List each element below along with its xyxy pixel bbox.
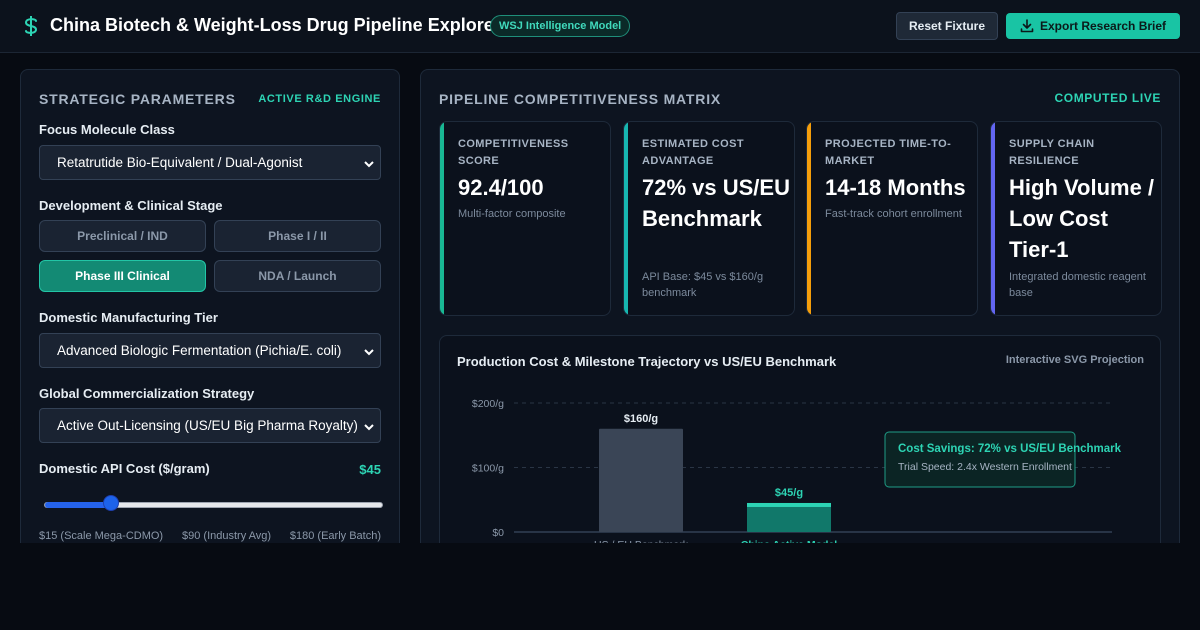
y-tick-label: $0: [492, 527, 504, 539]
bar-value-label: $160/g: [624, 413, 658, 425]
metric-card-cost-advantage: Estimated Cost Advantage 72% vs US/EU Be…: [623, 121, 795, 316]
top-bar: China Biotech & Weight-Loss Drug Pipelin…: [0, 0, 1200, 53]
stage-phase-1-2-button[interactable]: Phase I / II: [214, 220, 381, 252]
chart-title: Production Cost & Milestone Trajectory v…: [457, 354, 837, 369]
bar: [747, 502, 831, 532]
card-value: 14-18 Months: [825, 175, 966, 200]
card-value: High Volume / Low Cost Tier-1: [1009, 175, 1155, 262]
export-button[interactable]: Export Research Brief: [1006, 13, 1180, 39]
download-icon: [1020, 19, 1034, 33]
stage-label: Development & Clinical Stage: [39, 198, 223, 213]
slider-mid-label: $90 (Industry Avg): [182, 530, 272, 542]
api-cost-slider-track[interactable]: [44, 502, 383, 508]
page-footer-area: [0, 543, 1200, 630]
y-tick-label: $200/g: [472, 398, 504, 410]
cost-trajectory-chart: Production Cost & Milestone Trajectory v…: [439, 335, 1161, 575]
stage-preclinical-button[interactable]: Preclinical / IND: [39, 220, 206, 252]
export-button-label: Export Research Brief: [1040, 19, 1167, 33]
card-subtext: API Base: $45 vs $160/g benchmark: [642, 271, 764, 299]
card-accent-bar: [624, 122, 628, 315]
card-accent-bar: [991, 122, 995, 315]
metric-card-score: Competitiveness Score 92.4/100 Multi-fac…: [439, 121, 611, 316]
strategy-label: Global Commercialization Strategy: [39, 386, 255, 401]
strategy-select[interactable]: Active Out-Licensing (US/EU Big Pharma R…: [39, 408, 381, 443]
dollar-icon: [24, 16, 38, 36]
cost-savings-callout: [884, 431, 1076, 488]
callout-title: Cost Savings: 72% vs US/EU Benchmark: [898, 443, 1122, 455]
manufacturing-label: Domestic Manufacturing Tier: [39, 310, 218, 325]
competitiveness-matrix-panel: PIPELINE COMPETITIVENESS MATRIX COMPUTED…: [420, 69, 1180, 575]
panel-title: STRATEGIC PARAMETERS: [39, 91, 236, 107]
card-subtext: Fast-track cohort enrollment: [825, 208, 962, 220]
bar-top-highlight: [747, 502, 831, 507]
api-cost-value: $45: [359, 462, 381, 477]
card-value: 72% vs US/EU Benchmark: [642, 175, 790, 231]
chart-mode-tag: Interactive SVG Projection: [1005, 354, 1144, 366]
api-cost-label: Domestic API Cost ($/gram): [39, 461, 210, 476]
card-accent-bar: [440, 122, 444, 315]
reset-button[interactable]: Reset Fixture: [896, 12, 998, 40]
molecule-label: Focus Molecule Class: [39, 122, 175, 137]
chevron-down-icon: [364, 424, 374, 431]
engine-status-tag: ACTIVE R&D ENGINE: [258, 93, 381, 105]
api-cost-slider-thumb[interactable]: [102, 495, 119, 511]
app-title: China Biotech & Weight-Loss Drug Pipelin…: [50, 15, 501, 35]
y-tick-label: $100/g: [472, 463, 504, 475]
molecule-select-value: Retatrutide Bio-Equivalent / Dual-Agonis…: [57, 155, 303, 170]
chevron-down-icon: [364, 349, 374, 356]
metric-card-time-to-market: Projected Time-to-Market 14-18 Months Fa…: [806, 121, 978, 316]
metric-card-supply-chain: Supply Chain Resilience High Volume / Lo…: [990, 121, 1162, 316]
card-label: Competitiveness Score: [458, 138, 569, 167]
chevron-down-icon: [364, 161, 374, 168]
bar-value-label: $45/g: [775, 487, 803, 499]
bar: [599, 428, 683, 532]
api-cost-slider-fill: [45, 502, 112, 508]
card-label: Projected Time-to-Market: [825, 138, 952, 167]
card-value: 92.4/100: [458, 175, 544, 200]
slider-max-label: $180 (Early Batch): [289, 530, 381, 542]
stage-nda-launch-button[interactable]: NDA / Launch: [214, 260, 381, 292]
callout-subtext: Trial Speed: 2.4x Western Enrollment: [898, 461, 1072, 473]
matrix-title: PIPELINE COMPETITIVENESS MATRIX: [439, 91, 722, 107]
slider-min-label: $15 (Scale Mega-CDMO): [39, 530, 164, 542]
card-subtext: Integrated domestic reagent base: [1009, 271, 1146, 299]
chart-canvas: $0$100/g$200/g$160/gUS / EU Benchmark$45…: [472, 398, 1122, 551]
card-accent-bar: [807, 122, 811, 315]
card-subtext: Multi-factor composite: [458, 208, 566, 220]
strategy-select-value: Active Out-Licensing (US/EU Big Pharma R…: [57, 418, 357, 433]
computed-live-tag: COMPUTED LIVE: [1054, 91, 1161, 105]
card-label: Supply Chain Resilience: [1009, 138, 1095, 167]
manufacturing-select-value: Advanced Biologic Fermentation (Pichia/E…: [57, 343, 342, 358]
manufacturing-select[interactable]: Advanced Biologic Fermentation (Pichia/E…: [39, 333, 381, 368]
molecule-select[interactable]: Retatrutide Bio-Equivalent / Dual-Agonis…: [39, 145, 381, 180]
strategic-parameters-panel: STRATEGIC PARAMETERS ACTIVE R&D ENGINE F…: [20, 69, 400, 569]
card-label: Estimated Cost Advantage: [642, 138, 744, 167]
model-badge: WSJ Intelligence Model: [490, 15, 631, 37]
stage-phase-3-button[interactable]: Phase III Clinical: [39, 260, 206, 292]
